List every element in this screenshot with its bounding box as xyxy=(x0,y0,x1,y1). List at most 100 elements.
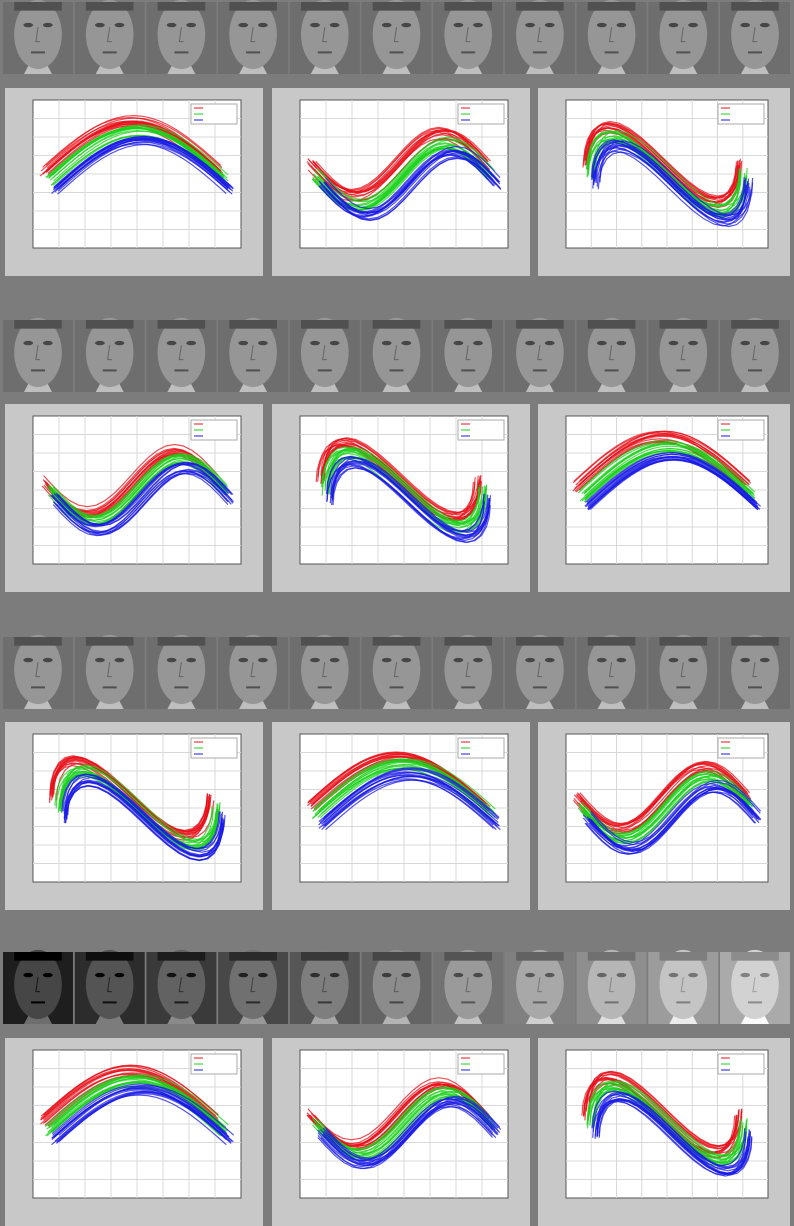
eye xyxy=(186,658,196,662)
face-thumbnail xyxy=(577,318,647,392)
face-thumbnail xyxy=(577,0,647,74)
eye xyxy=(617,23,627,27)
hair xyxy=(229,952,277,961)
hair xyxy=(588,320,636,329)
eye xyxy=(740,341,750,345)
eye xyxy=(186,341,196,345)
plot-panel xyxy=(5,88,263,276)
hair xyxy=(444,637,492,646)
eye xyxy=(473,973,483,977)
hair xyxy=(731,2,779,11)
eye xyxy=(473,341,483,345)
eye xyxy=(95,341,105,345)
face-thumbnail xyxy=(146,635,216,709)
eye xyxy=(23,658,33,662)
hair xyxy=(444,2,492,11)
eye xyxy=(597,973,607,977)
eye xyxy=(760,658,770,662)
eye xyxy=(740,658,750,662)
hair xyxy=(14,952,62,961)
face-thumbnail xyxy=(577,635,647,709)
eye xyxy=(258,341,268,345)
face-thumbnail xyxy=(720,0,790,74)
face-thumbnail xyxy=(75,0,145,74)
face-thumbnail xyxy=(3,0,73,74)
eye xyxy=(401,341,411,345)
face-thumbnail xyxy=(433,635,503,709)
eye xyxy=(454,658,464,662)
face-thumbnail xyxy=(218,950,288,1024)
eye xyxy=(330,23,340,27)
face-thumbnail xyxy=(362,950,432,1024)
hair xyxy=(301,2,349,11)
eye xyxy=(473,23,483,27)
eye xyxy=(258,973,268,977)
hair xyxy=(588,952,636,961)
face-thumbnail xyxy=(218,0,288,74)
hair xyxy=(158,2,206,11)
eye xyxy=(688,658,698,662)
hair xyxy=(444,952,492,961)
hair xyxy=(14,2,62,11)
eye xyxy=(330,658,340,662)
hair xyxy=(229,637,277,646)
face-thumbnail xyxy=(218,635,288,709)
face-thumbnail xyxy=(648,0,718,74)
eye xyxy=(43,973,53,977)
face-thumbnail xyxy=(648,635,718,709)
eye xyxy=(238,658,248,662)
eye xyxy=(310,341,320,345)
eye xyxy=(525,341,535,345)
eye xyxy=(238,341,248,345)
hair xyxy=(588,2,636,11)
hair xyxy=(731,320,779,329)
eye xyxy=(401,973,411,977)
eye xyxy=(669,658,679,662)
face-thumbnail xyxy=(720,950,790,1024)
eye xyxy=(310,973,320,977)
face-thumbnail xyxy=(3,950,73,1024)
face-thumbnail xyxy=(218,318,288,392)
eye xyxy=(760,23,770,27)
eye xyxy=(43,658,53,662)
hair xyxy=(301,637,349,646)
face-thumbnail xyxy=(648,950,718,1024)
eye xyxy=(238,973,248,977)
eye xyxy=(454,341,464,345)
eye xyxy=(597,341,607,345)
face-thumbnail xyxy=(146,0,216,74)
face-thumbnail xyxy=(290,950,360,1024)
face-thumbnail xyxy=(648,318,718,392)
hair xyxy=(14,320,62,329)
eye xyxy=(382,658,392,662)
plot-panel xyxy=(538,88,790,276)
eye xyxy=(545,23,555,27)
eye xyxy=(525,658,535,662)
eye xyxy=(167,23,177,27)
group xyxy=(3,318,790,592)
hair xyxy=(373,637,421,646)
eye xyxy=(760,341,770,345)
face-thumbnail xyxy=(577,950,647,1024)
eye xyxy=(401,658,411,662)
hair xyxy=(86,2,134,11)
eye xyxy=(545,341,555,345)
eye xyxy=(23,341,33,345)
plot-panel xyxy=(272,722,530,910)
hair xyxy=(158,320,206,329)
eye xyxy=(186,973,196,977)
eye xyxy=(760,973,770,977)
face-thumbnail xyxy=(433,318,503,392)
eye xyxy=(330,973,340,977)
face-thumbnail xyxy=(433,0,503,74)
eye xyxy=(545,658,555,662)
plot-panel xyxy=(538,1038,790,1226)
face-thumbnail xyxy=(433,950,503,1024)
hair xyxy=(14,637,62,646)
plot-panel xyxy=(272,88,530,276)
face-thumbnail xyxy=(505,950,575,1024)
eye xyxy=(115,658,125,662)
hair xyxy=(588,637,636,646)
hair xyxy=(229,2,277,11)
